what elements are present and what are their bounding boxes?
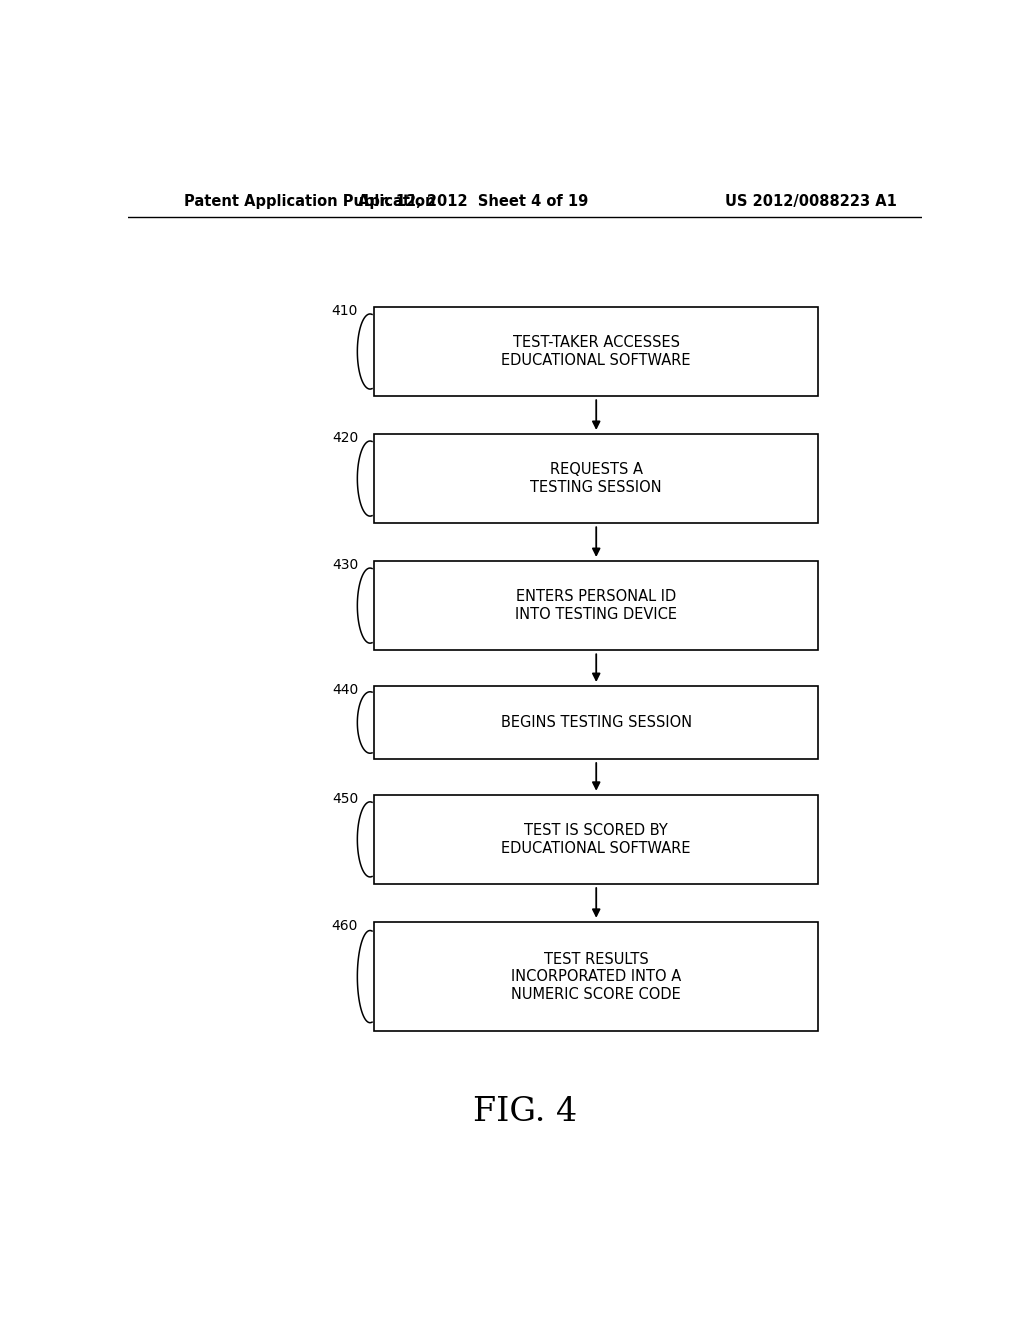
Text: TEST IS SCORED BY
EDUCATIONAL SOFTWARE: TEST IS SCORED BY EDUCATIONAL SOFTWARE <box>502 824 691 855</box>
Text: BEGINS TESTING SESSION: BEGINS TESTING SESSION <box>501 715 692 730</box>
Text: US 2012/0088223 A1: US 2012/0088223 A1 <box>725 194 896 209</box>
Text: 450: 450 <box>332 792 358 805</box>
Text: REQUESTS A
TESTING SESSION: REQUESTS A TESTING SESSION <box>530 462 663 495</box>
Bar <box>374 561 818 651</box>
Bar <box>374 686 818 759</box>
Bar <box>374 434 818 523</box>
Text: Apr. 12, 2012  Sheet 4 of 19: Apr. 12, 2012 Sheet 4 of 19 <box>358 194 589 209</box>
Text: Patent Application Publication: Patent Application Publication <box>183 194 435 209</box>
Bar <box>374 795 818 884</box>
Text: 420: 420 <box>332 430 358 445</box>
Bar <box>374 306 818 396</box>
Text: TEST-TAKER ACCESSES
EDUCATIONAL SOFTWARE: TEST-TAKER ACCESSES EDUCATIONAL SOFTWARE <box>502 335 691 368</box>
Text: 430: 430 <box>332 558 358 572</box>
Text: 440: 440 <box>332 682 358 697</box>
Text: ENTERS PERSONAL ID
INTO TESTING DEVICE: ENTERS PERSONAL ID INTO TESTING DEVICE <box>515 590 677 622</box>
Bar <box>374 921 818 1031</box>
Text: 460: 460 <box>332 919 358 933</box>
Text: 410: 410 <box>332 304 358 318</box>
Text: TEST RESULTS
INCORPORATED INTO A
NUMERIC SCORE CODE: TEST RESULTS INCORPORATED INTO A NUMERIC… <box>511 952 681 1002</box>
Text: FIG. 4: FIG. 4 <box>473 1096 577 1127</box>
